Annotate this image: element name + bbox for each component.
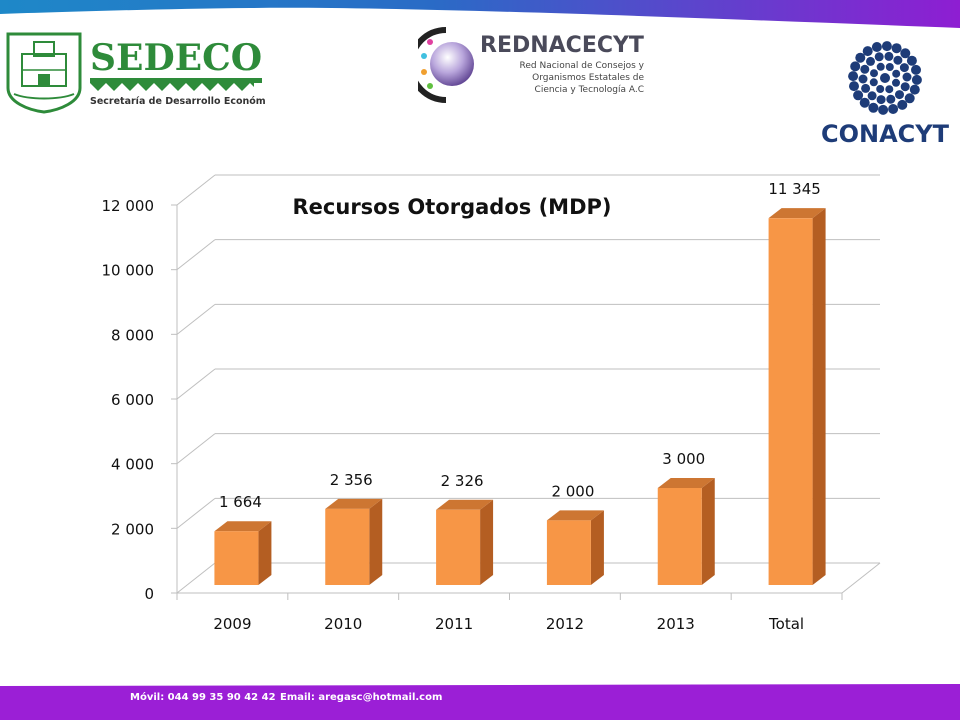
bar-total [768,208,826,585]
sedeco-subtitle: Secretaría de Desarrollo Económico [90,96,266,107]
y-axis-tick-labels: 0 2 000 4 000 6 000 8 000 10 000 12 000 [102,197,155,603]
bar-2010 [325,498,383,585]
y-tick-label: 4 000 [111,456,154,474]
conacyt-dots-icon [848,41,922,115]
sedeco-logo: SEDECO Secretaría de Desarrollo Económic… [6,32,266,114]
data-label: 1 664 [219,493,262,511]
rednacecyt-sphere-icon [418,27,474,103]
x-tick-label: 2010 [324,615,362,633]
bar-2009 [214,521,272,585]
rednacecyt-line-2: Organismos Estatales de [532,73,644,83]
y-tick-label: 12 000 [102,197,155,215]
bar-2011 [436,499,494,585]
data-label: 2 000 [551,482,594,500]
x-tick-label: 2009 [213,615,251,633]
x-axis-tick-labels: 2009 2010 2011 2012 2013 Total [213,615,804,633]
sedeco-name: SEDECO [90,37,262,79]
chart-bars [214,208,826,585]
bar-chart: 0 2 000 4 000 6 000 8 000 10 000 12 000 1 664 2… [102,174,881,633]
bar-2012 [546,510,604,585]
chart-title: Recursos Otorgados (MDP) [293,195,612,219]
rednacecyt-line-1: Red Nacional de Consejos y [520,61,645,71]
conacyt-name: CONACYT [821,120,950,148]
chart-data-labels: 1 664 2 356 2 326 2 000 3 000 11 345 [219,180,821,511]
y-tick-label: 10 000 [102,262,155,280]
top-banner [0,0,960,28]
chart-axes [171,204,843,600]
x-tick-label: 2012 [546,615,584,633]
bar-2013 [657,478,715,585]
x-tick-label: Total [768,615,804,633]
data-label: 2 326 [441,472,484,490]
data-label: 2 356 [330,471,373,489]
sedeco-shield-icon [6,32,82,114]
y-tick-label: 0 [144,585,154,603]
x-tick-label: 2013 [657,615,695,633]
y-tick-label: 2 000 [111,520,154,538]
rednacecyt-logo: REDNACECYT Red Nacional de Consejos y Or… [418,27,645,103]
y-tick-label: 8 000 [111,326,154,344]
rednacecyt-line-3: Ciencia y Tecnología A.C [535,85,644,95]
y-tick-label: 6 000 [111,391,154,409]
footer-phone: Móvil: 044 99 35 90 42 42 [130,692,276,703]
bottom-banner [0,684,960,720]
footer-contact: Móvil: 044 99 35 90 42 42 Email: aregasc… [0,684,960,712]
data-label: 11 345 [768,180,821,198]
x-tick-label: 2011 [435,615,473,633]
conacyt-logo: CONACYT [821,41,950,148]
rednacecyt-name: REDNACECYT [480,33,644,58]
data-label: 3 000 [662,450,705,468]
footer-email: Email: aregasc@hotmail.com [280,692,443,703]
sedeco-pattern-icon [90,78,262,91]
